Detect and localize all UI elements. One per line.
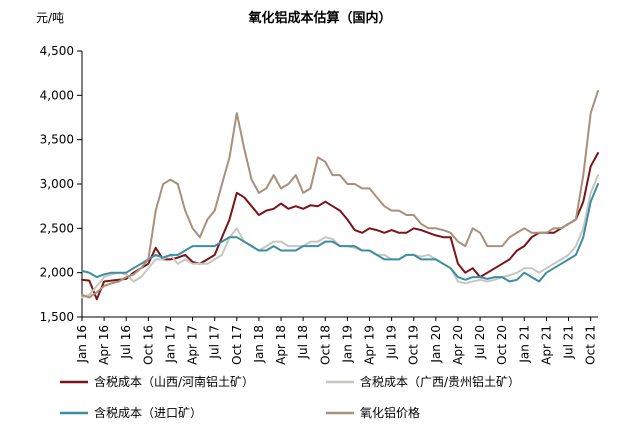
x-tick-label: Oct 21 (584, 325, 598, 365)
x-tick-label: Oct 16 (141, 325, 155, 365)
x-tick-label: Oct 20 (495, 325, 509, 365)
x-tick-label: Apr 18 (274, 325, 288, 365)
x-tick-label: Jul 18 (296, 325, 310, 360)
x-tick-label: Jul 19 (385, 325, 399, 360)
chart-title: 氧化铝成本估算（国内） (247, 10, 391, 26)
y-axis: 1,500 2,000 2,500 3,000 3,500 4,000 4,500 (40, 44, 83, 324)
x-tick-label: Jan 21 (517, 325, 531, 364)
y-tick-label: 4,000 (40, 88, 74, 102)
y-tick-label: 2,500 (40, 221, 74, 235)
x-tick-label: Apr 21 (539, 325, 553, 365)
x-tick-label: Oct 18 (318, 325, 332, 365)
y-tick-label: 2,000 (40, 266, 74, 280)
x-tick-label: Jul 16 (119, 325, 133, 360)
x-tick-label: Jul 20 (473, 325, 487, 360)
legend-label-2: 含税成本（广西/贵州铝土矿） (360, 374, 520, 389)
y-tick-label: 3,500 (40, 133, 74, 147)
x-tick-label: Oct 19 (407, 325, 421, 365)
plot-area (81, 89, 599, 301)
x-tick-label: Apr 19 (363, 325, 377, 365)
series-line-4 (81, 89, 599, 299)
x-tick-label: Jan 17 (163, 325, 177, 364)
series-line-1 (81, 152, 599, 301)
y-tick-label: 1,500 (40, 310, 74, 324)
y-axis-unit: 元/吨 (36, 11, 64, 25)
x-axis: Jan 16 Apr 16 Jul 16 Oct 16 Jan 17 Apr 17 Jul … (75, 316, 598, 365)
x-tick-label: Apr 17 (186, 325, 200, 365)
legend-label-3: 含税成本（进口矿） (94, 405, 202, 420)
x-tick-label: Jan 18 (252, 325, 266, 364)
x-tick-label: Apr 16 (97, 325, 111, 365)
y-tick-label: 3,000 (40, 177, 74, 191)
x-tick-label: Apr 20 (451, 325, 465, 365)
x-tick-label: Oct 17 (230, 325, 244, 365)
y-tick-label: 4,500 (40, 44, 74, 58)
x-tick-label: Jul 17 (208, 325, 222, 360)
legend-label-4: 氧化铝价格 (360, 405, 420, 420)
x-tick-label: Jan 19 (340, 325, 354, 364)
legend-label-1: 含税成本（山西/河南铝土矿） (94, 374, 254, 389)
x-tick-label: Jan 16 (75, 325, 89, 364)
series-line-2 (81, 174, 599, 299)
x-tick-label: Jan 20 (429, 325, 443, 364)
series-line-3 (81, 183, 599, 283)
legend: 含税成本（山西/河南铝土矿） 含税成本（广西/贵州铝土矿） 含税成本（进口矿） 氧化铝… (60, 374, 520, 420)
x-tick-label: Jul 21 (562, 325, 576, 360)
